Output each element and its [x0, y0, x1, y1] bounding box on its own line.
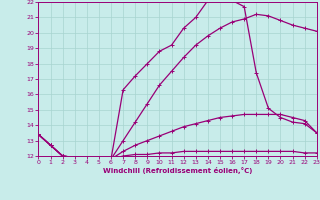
- X-axis label: Windchill (Refroidissement éolien,°C): Windchill (Refroidissement éolien,°C): [103, 167, 252, 174]
